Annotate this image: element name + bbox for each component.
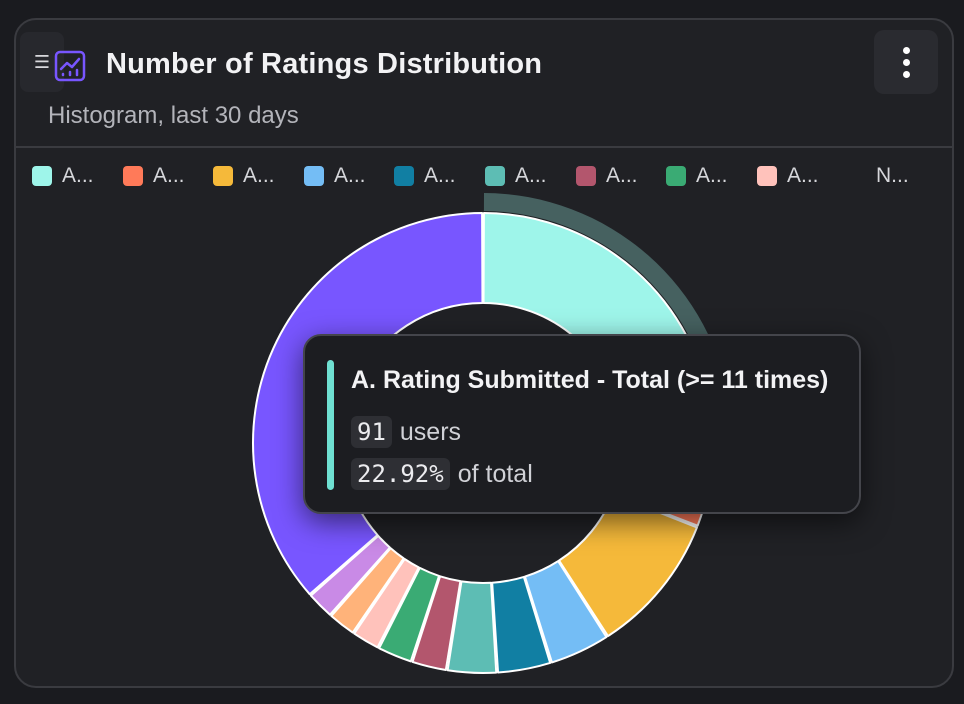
- legend-swatch: [304, 166, 324, 186]
- legend-item[interactable]: A...: [123, 160, 185, 192]
- donut-slice[interactable]: [353, 558, 420, 649]
- more-options-button[interactable]: [874, 30, 938, 94]
- chart-title: Number of Ratings Distribution: [106, 48, 543, 80]
- donut-slice[interactable]: [523, 560, 608, 664]
- legend-label: A...: [62, 164, 94, 187]
- legend-swatch: [213, 166, 233, 186]
- donut-slice[interactable]: [309, 534, 391, 616]
- donut-slice[interactable]: [491, 575, 552, 674]
- legend-item[interactable]: A...: [757, 160, 819, 192]
- legend-label: A...: [515, 164, 547, 187]
- tooltip-percent-value: 22.92%: [351, 458, 450, 490]
- tooltip-count-value: 91: [351, 416, 392, 448]
- legend-item[interactable]: A...: [576, 160, 638, 192]
- tooltip-percent-suffix: of total: [457, 459, 533, 488]
- chart-legend: A... A... A... A... A... A... A... A... A... N...: [32, 160, 936, 192]
- legend-swatch: [666, 166, 686, 186]
- donut-slice[interactable]: [378, 566, 441, 663]
- legend-item[interactable]: A...: [485, 160, 547, 192]
- chart-card: ☰ Number of Ratings Distribution Histogr…: [14, 18, 954, 688]
- tooltip-count-row: 91 users: [351, 416, 461, 448]
- chart-subtitle: Histogram, last 30 days: [48, 102, 299, 129]
- legend-swatch: [485, 166, 505, 186]
- legend-label: A...: [153, 164, 185, 187]
- legend-item[interactable]: A...: [304, 160, 366, 192]
- chart-line-icon: [54, 50, 86, 82]
- legend-label: A...: [606, 164, 638, 187]
- legend-label: A...: [334, 164, 366, 187]
- legend-swatch: [576, 166, 596, 186]
- tooltip-count-unit: users: [399, 417, 462, 446]
- legend-item[interactable]: A...: [394, 160, 456, 192]
- kebab-menu-icon: [902, 44, 910, 80]
- tooltip-title: A. Rating Submitted - Total (>= 11 times…: [351, 366, 829, 394]
- legend-item[interactable]: A...: [213, 160, 275, 192]
- legend-label: A...: [696, 164, 728, 187]
- legend-item[interactable]: N...: [876, 160, 909, 192]
- tooltip-accent-bar: [327, 360, 334, 490]
- legend-label: A...: [243, 164, 275, 187]
- donut-slice[interactable]: [558, 493, 698, 638]
- donut-slice[interactable]: [330, 547, 405, 634]
- donut-slice[interactable]: [446, 580, 498, 674]
- legend-swatch: [123, 166, 143, 186]
- legend-label: A...: [787, 164, 819, 187]
- header-divider: [16, 146, 952, 148]
- legend-swatch: [394, 166, 414, 186]
- highlight-ring: [483, 193, 731, 412]
- legend-label: N...: [876, 164, 909, 187]
- legend-item[interactable]: A...: [32, 160, 94, 192]
- tooltip-percent-row: 22.92% of total: [351, 458, 533, 490]
- drag-handle-icon: ☰: [33, 51, 51, 72]
- legend-label: A...: [424, 164, 456, 187]
- chart-tooltip: A. Rating Submitted - Total (>= 11 times…: [303, 334, 861, 514]
- legend-item[interactable]: A...: [666, 160, 728, 192]
- donut-slice[interactable]: [411, 575, 462, 671]
- legend-swatch: [32, 166, 52, 186]
- legend-swatch: [757, 166, 777, 186]
